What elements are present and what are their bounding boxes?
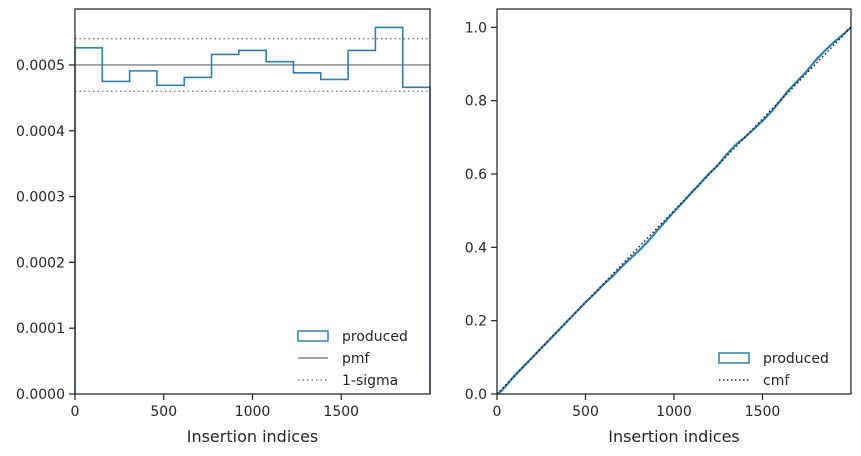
legend-label-pmf: pmf bbox=[342, 351, 371, 367]
x-tick-label: 1000 bbox=[656, 404, 692, 420]
x-tick-label: 500 bbox=[572, 404, 599, 420]
y-tick-label: 0.8 bbox=[465, 94, 487, 110]
left-plot-data-layer bbox=[74, 26, 431, 394]
left-legend: produced pmf 1-sigma bbox=[297, 329, 408, 389]
right-legend: produced cmf bbox=[718, 351, 829, 389]
left-histogram-panel: 0 500 1000 1500 0.0000 0.0001 0.0002 0.0003 0.00… bbox=[16, 8, 431, 446]
right-cumulative-panel: 0 500 1000 1500 0.0 0.2 0.4 0.6 0.8 1.0 Insertion… bbox=[465, 8, 852, 446]
legend-swatch-produced bbox=[718, 352, 750, 364]
x-tick-label: 500 bbox=[150, 404, 177, 420]
y-tick-label: 0.0003 bbox=[16, 190, 65, 206]
y-tick-label: 0.0 bbox=[465, 387, 487, 403]
y-tick-label: 0.6 bbox=[465, 167, 487, 183]
right-plot-data-layer bbox=[496, 26, 852, 395]
right-x-axis-label: Insertion indices bbox=[608, 427, 740, 446]
x-tick-label: 1000 bbox=[235, 404, 271, 420]
y-tick-label: 0.0002 bbox=[16, 255, 65, 271]
y-tick-label: 0.0005 bbox=[16, 58, 65, 74]
legend-label-1-sigma: 1-sigma bbox=[342, 373, 398, 389]
series-line-produced bbox=[496, 26, 852, 395]
x-tick-label: 0 bbox=[493, 404, 502, 420]
y-tick-label: 1.0 bbox=[465, 20, 487, 36]
y-tick-label: 0.4 bbox=[465, 240, 487, 256]
series-line-cmf bbox=[496, 26, 852, 395]
histogram-steps-produced bbox=[74, 26, 431, 394]
x-tick-label: 0 bbox=[71, 404, 80, 420]
x-tick-label: 1500 bbox=[745, 404, 781, 420]
x-tick-label: 1500 bbox=[323, 404, 359, 420]
left-axes-ticks: 0 500 1000 1500 0.0000 0.0001 0.0002 0.0003 0.00… bbox=[16, 58, 359, 420]
y-tick-label: 0.0001 bbox=[16, 321, 65, 337]
y-tick-label: 0.2 bbox=[465, 314, 487, 330]
legend-label-cmf: cmf bbox=[763, 373, 790, 389]
left-x-axis-label: Insertion indices bbox=[187, 427, 319, 446]
legend-label-produced: produced bbox=[763, 351, 829, 367]
y-tick-label: 0.0000 bbox=[16, 387, 65, 403]
right-axes-ticks: 0 500 1000 1500 0.0 0.2 0.4 0.6 0.8 1.0 bbox=[465, 20, 781, 420]
legend-label-produced: produced bbox=[342, 329, 408, 345]
legend-swatch-produced bbox=[297, 330, 329, 342]
y-tick-label: 0.0004 bbox=[16, 124, 65, 140]
